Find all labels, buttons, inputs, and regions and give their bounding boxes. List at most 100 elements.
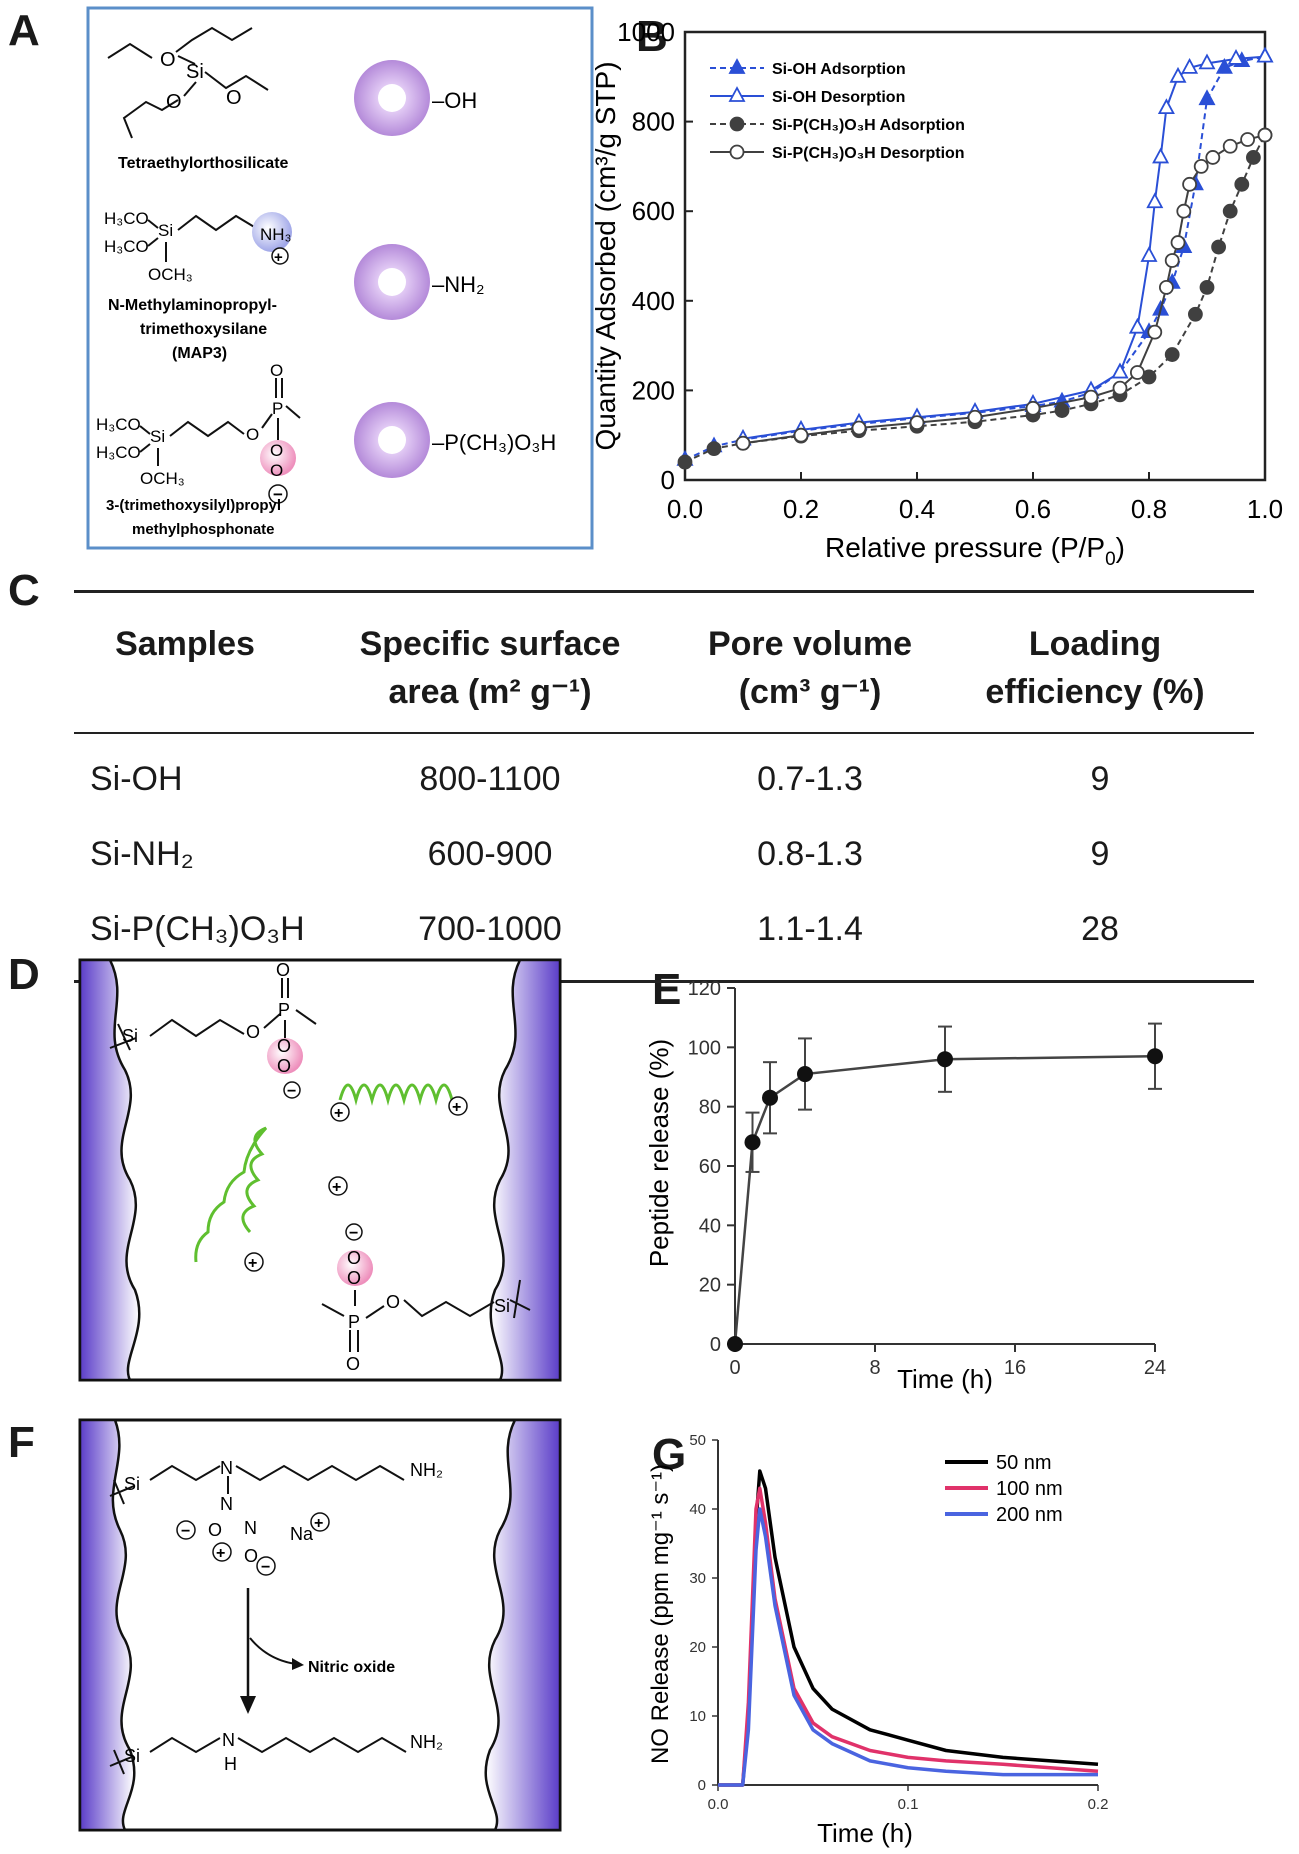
map3-name-2: trimethoxysilane [140, 321, 267, 338]
d-bottom-o-1: O [347, 1248, 361, 1268]
chart-b-point [1164, 253, 1180, 268]
chart-e-ytick-label: 80 [699, 1097, 721, 1119]
chart-e-series-line [733, 1054, 1156, 1345]
map3-name-3: (MAP3) [172, 345, 227, 362]
chart-g-series-line [718, 1507, 1098, 1787]
f-pore-wall-right [484, 1418, 562, 1832]
phos-atom-och3: OCH₃ [140, 469, 185, 488]
chart-b-ytick-label: 400 [632, 286, 675, 316]
table-header-rule [74, 732, 1254, 734]
teos-atom-o3: O [166, 91, 182, 113]
phos-atom-h3co-2: H₃CO [96, 443, 141, 462]
chart-e-xtick-label: 16 [1004, 1357, 1026, 1379]
ammonium-bead [252, 212, 292, 252]
f-charge-minus-1: − [181, 1523, 190, 1540]
chart-b-point [1083, 389, 1099, 405]
f-nonoate-n1: N [220, 1494, 233, 1514]
chart-g-xlabel: Time (h) [817, 1818, 913, 1848]
panel-letter-f: F [8, 1418, 35, 1467]
chart-b-point [1188, 306, 1203, 322]
chart-b-point [793, 427, 809, 443]
table-cell-surface: 700-1000 [418, 910, 562, 948]
panel-letter-d: D [8, 950, 40, 999]
map3-atom-h3co-2: H₃CO [104, 237, 149, 256]
phos-atom-o-ester: O [246, 425, 259, 444]
chart-b-point [1111, 362, 1129, 379]
chart-e-xlabel: Time (h) [897, 1364, 993, 1394]
chart-b-point [1146, 192, 1164, 209]
d-charge-plus-3: + [332, 1179, 341, 1196]
teos-structure [107, 26, 269, 139]
chart-e-ytick-label: 120 [688, 978, 721, 1000]
chart-g-no-release: 0.0 0.1 0.2 0 10 20 30 40 50 50 nm 100 nm 200 nm T… [647, 1432, 1109, 1848]
phos-atom-si: Si [150, 427, 165, 446]
chart-b-xlabel: Relative pressure (P/P0) [825, 532, 1125, 570]
chart-b-legend-label: Si-OH Adsorption [772, 61, 906, 78]
f-top-si: Si [124, 1474, 140, 1494]
table-cell-pore: 0.8-1.3 [757, 835, 863, 873]
f-bottom-nh2: NH₂ [410, 1732, 443, 1752]
chart-b-legend-label: Si-P(CH₃)O₃H Adsorption [772, 117, 965, 134]
chart-g-ytick-label: 50 [689, 1432, 706, 1449]
chart-b-point [1025, 400, 1041, 416]
d-charge-plus-1: + [334, 1105, 343, 1122]
d-bottom-p: P [348, 1312, 360, 1332]
chart-b-point [1222, 203, 1238, 219]
teos-atom-o2: O [226, 87, 242, 109]
chart-b-point [1152, 147, 1170, 164]
chart-b-legend-marker [728, 86, 746, 102]
chart-e-ylabel: Peptide release (%) [644, 1039, 674, 1267]
f-bottom-si: Si [124, 1746, 140, 1766]
f-bottom-n: N [222, 1730, 235, 1750]
nanoparticle-oh [354, 60, 430, 136]
f-pore-wall-left [78, 1418, 136, 1832]
table-header-surface-area: Specific surface area (m² g⁻¹) [359, 625, 621, 711]
chart-b-point [1234, 176, 1250, 192]
table-cell-pore: 0.7-1.3 [757, 760, 863, 798]
chart-g-legend-label: 200 nm [996, 1504, 1063, 1526]
chart-b-xtick-label: 0.8 [1131, 494, 1167, 524]
chart-b-point [1246, 150, 1261, 165]
chart-b-point [1227, 48, 1245, 65]
chart-e-point [937, 1051, 953, 1068]
chart-g-legend-label: 100 nm [996, 1478, 1063, 1500]
chart-b-ytick-label: 600 [632, 196, 675, 226]
chart-b-point [1257, 127, 1273, 143]
f-nonoate-o2: O [244, 1546, 258, 1566]
table-cell-loading: 28 [1081, 910, 1119, 948]
chart-b-point [1222, 138, 1238, 154]
chart-b-ytick-label: 200 [632, 375, 675, 405]
peptide-helix-2 [194, 1126, 268, 1263]
panel-letter-g: G [652, 1430, 687, 1479]
f-sodium: Na [290, 1524, 314, 1544]
peptide-helix-1 [338, 1083, 454, 1106]
chart-g-legend-label: 50 nm [996, 1452, 1052, 1474]
map3-atom-och3: OCH₃ [148, 265, 193, 284]
f-charge-minus-2: − [261, 1559, 270, 1576]
d-bottom-si: Si [494, 1296, 510, 1316]
phos-name-2: methylphosphonate [132, 521, 275, 538]
table-cell-sample: Si-OH [90, 760, 183, 798]
chart-b-plot-frame [683, 30, 1267, 482]
chart-b-point [1205, 150, 1221, 165]
d-top-o-double: O [276, 960, 290, 980]
d-bottom-o-double: O [346, 1354, 360, 1374]
chart-g-xtick-label: 0.2 [1088, 1796, 1109, 1813]
chart-b-point [1256, 46, 1274, 63]
d-top-p: P [278, 1000, 290, 1020]
d-top-si: Si [122, 1026, 138, 1046]
f-nonoate-o1: O [208, 1520, 222, 1540]
panel-a-frame [86, 6, 594, 550]
chart-b-point [1170, 235, 1186, 250]
chart-e-ytick-label: 40 [699, 1215, 721, 1237]
table-cell-pore: 1.1-1.4 [757, 910, 863, 948]
chart-b-xtick-label: 0.4 [899, 494, 935, 524]
chart-b-point [677, 454, 693, 470]
d-charge-plus-2: + [452, 1099, 461, 1116]
chart-b-ytick-label: 800 [632, 107, 675, 137]
chart-b-xtick-label: 0.0 [667, 494, 703, 524]
chart-e-point [744, 1134, 761, 1151]
chart-g-ytick-label: 10 [689, 1708, 706, 1725]
chart-b-legend-marker [729, 116, 745, 132]
chart-b-point [1199, 279, 1215, 295]
